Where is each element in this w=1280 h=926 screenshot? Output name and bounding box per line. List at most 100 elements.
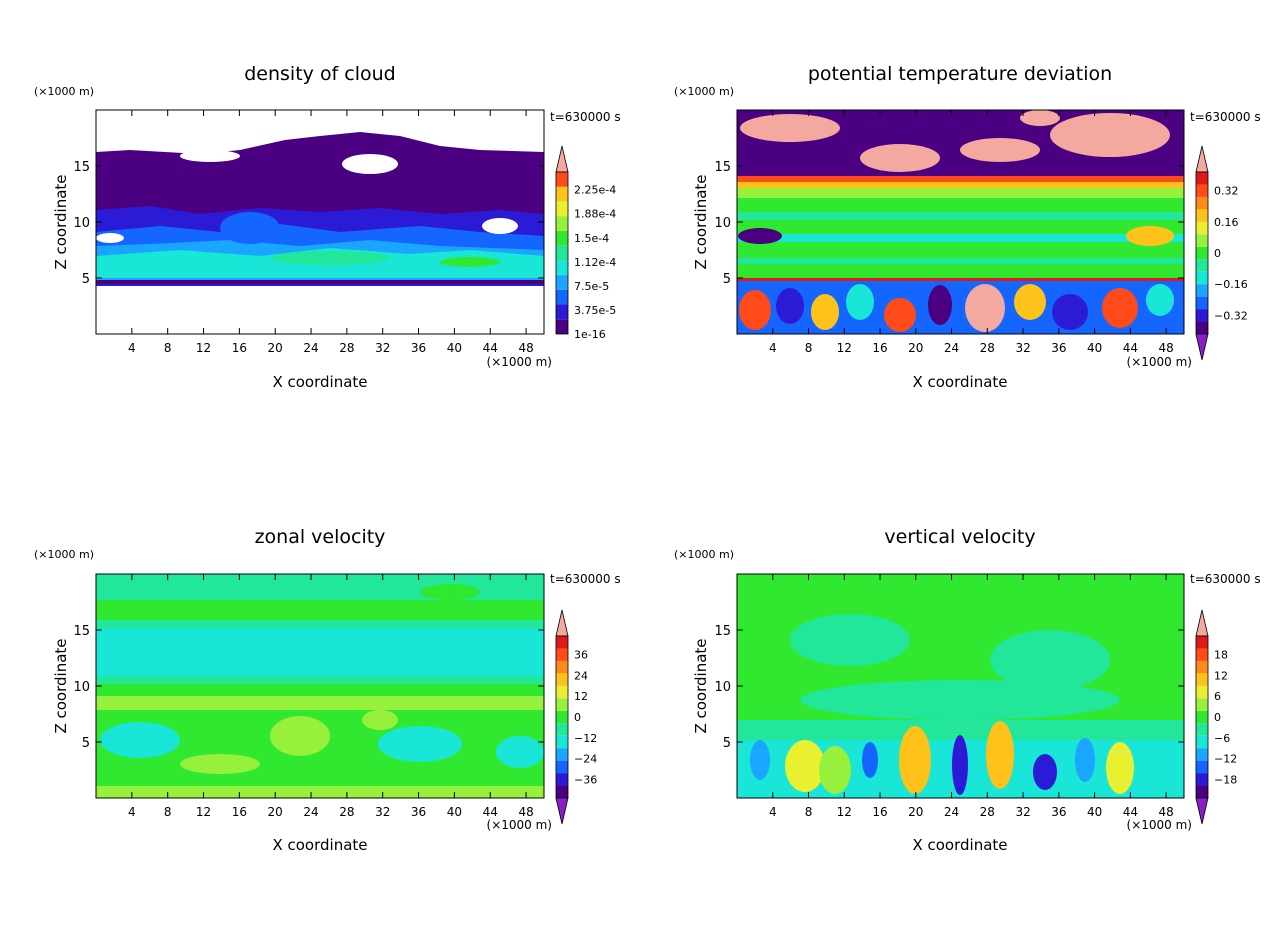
x-axis-label: X coordinate	[272, 836, 367, 854]
x-tick-label: 24	[944, 341, 959, 355]
x-tick-label: 48	[1158, 341, 1173, 355]
colorbar-over-triangle	[1195, 145, 1209, 173]
colorbar-segment	[1196, 660, 1208, 674]
colorbar-segment	[1196, 710, 1208, 724]
colorbar-label: −0.32	[1214, 309, 1248, 322]
colorbar-label: 24	[574, 669, 588, 682]
x-tick-label: 36	[1051, 341, 1066, 355]
colorbar-segment	[556, 216, 568, 231]
chart-title: potential temperature deviation	[808, 63, 1112, 85]
colorbar-segment	[556, 172, 568, 187]
colorbar-label: 1.12e-4	[574, 256, 616, 269]
colorbar-label: 0	[1214, 711, 1221, 724]
x-tick-label: 20	[268, 805, 283, 819]
y-axis-label: Z coordinate	[52, 174, 70, 269]
x-tick-label: 40	[447, 341, 462, 355]
colorbar-under-triangle	[1195, 797, 1209, 825]
colorbar-label: −12	[1214, 753, 1237, 766]
colorbar-over-triangle	[1195, 609, 1209, 637]
colorbar-under-triangle	[555, 797, 569, 825]
colorbar-segment	[1196, 259, 1208, 272]
x-tick-label: 24	[303, 341, 318, 355]
colorbar-label: 1e-16	[574, 328, 606, 341]
colorbar-label: 18	[1214, 649, 1228, 662]
colorbar-segment	[1196, 296, 1208, 310]
colorbar-segment	[556, 748, 568, 761]
y-unit-label: (×1000 m)	[674, 548, 734, 561]
chart-title: density of cloud	[244, 63, 396, 85]
colorbar-segment	[556, 648, 568, 661]
colorbar-label: −24	[574, 753, 597, 766]
x-axis-label: X coordinate	[272, 373, 367, 391]
x-tick-label: 28	[339, 341, 354, 355]
colorbar-segment	[556, 201, 568, 217]
x-tick-label: 28	[980, 805, 995, 819]
x-tick-label: 20	[908, 805, 923, 819]
x-tick-label: 16	[872, 805, 887, 819]
x-tick-label: 48	[518, 341, 533, 355]
x-tick-label: 36	[411, 805, 426, 819]
heatmap-field	[96, 574, 544, 798]
x-tick-label: 36	[411, 341, 426, 355]
colorbar-label: 0	[574, 711, 581, 724]
x-tick-label: 32	[1015, 805, 1030, 819]
x-tick-label: 32	[375, 341, 390, 355]
x-tick-label: 8	[805, 805, 813, 819]
colorbar-under-triangle	[1195, 333, 1209, 361]
colorbar-segment	[1196, 785, 1208, 798]
y-tick-label: 10	[714, 216, 731, 231]
chart-title: zonal velocity	[255, 526, 386, 548]
colorbar-segment	[1196, 648, 1208, 661]
colorbar-segment	[1196, 723, 1208, 736]
colorbar-segment	[556, 260, 568, 276]
x-tick-label: 12	[837, 341, 852, 355]
colorbar-label: 7.5e-5	[574, 280, 609, 293]
colorbar-segment	[1196, 246, 1208, 260]
heatmap-field	[737, 110, 1184, 334]
colorbar-segment	[556, 660, 568, 674]
x-tick-label: 40	[1087, 341, 1102, 355]
colorbar-segment	[1196, 760, 1208, 774]
colorbar-label: −12	[574, 732, 597, 745]
x-tick-label: 20	[268, 341, 283, 355]
x-tick-label: 8	[805, 341, 813, 355]
colorbar-label: −18	[1214, 773, 1237, 786]
x-tick-label: 44	[1123, 341, 1138, 355]
colorbar-label: −6	[1214, 732, 1230, 745]
colorbar-segment	[1196, 735, 1208, 749]
x-tick-label: 16	[872, 341, 887, 355]
y-axis-label: Z coordinate	[52, 638, 70, 733]
x-tick-label: 4	[128, 805, 136, 819]
colorbar-label: 0.32	[1214, 185, 1239, 198]
colorbar-label: 3.75e-5	[574, 304, 616, 317]
colorbar-label: 0.16	[1214, 216, 1239, 229]
colorbar-segment	[1196, 321, 1208, 334]
x-axis-label: X coordinate	[912, 373, 1007, 391]
y-tick-label: 15	[714, 160, 731, 175]
x-tick-label: 28	[339, 805, 354, 819]
colorbar-segment	[1196, 284, 1208, 297]
x-tick-label: 32	[1015, 341, 1030, 355]
colorbar-segment	[1196, 172, 1208, 185]
panel-density-of-cloud: density of cloud (×1000 m) t=630000 s Z …	[34, 63, 621, 391]
y-tick-label: 5	[82, 272, 90, 287]
x-tick-label: 4	[128, 341, 136, 355]
x-tick-label: 48	[518, 805, 533, 819]
heatmap-field	[737, 574, 1184, 798]
y-tick-label: 5	[723, 736, 731, 751]
colorbar-segment	[1196, 748, 1208, 761]
colorbar-segment	[556, 230, 568, 246]
colorbar-segment	[1196, 196, 1208, 210]
panel-zonal-velocity: zonal velocity (×1000 m) t=630000 s Z co…	[34, 526, 621, 854]
x-tick-label: 12	[196, 805, 211, 819]
colorbar-over-triangle	[555, 609, 569, 637]
x-tick-label: 4	[769, 341, 777, 355]
colorbar-label: 12	[1214, 669, 1228, 682]
colorbar-frame	[555, 171, 569, 335]
y-unit-label: (×1000 m)	[674, 85, 734, 98]
time-label: t=630000 s	[550, 572, 621, 586]
colorbar-segment	[556, 275, 568, 290]
colorbar-segment	[556, 785, 568, 798]
y-axis-label: Z coordinate	[692, 174, 710, 269]
